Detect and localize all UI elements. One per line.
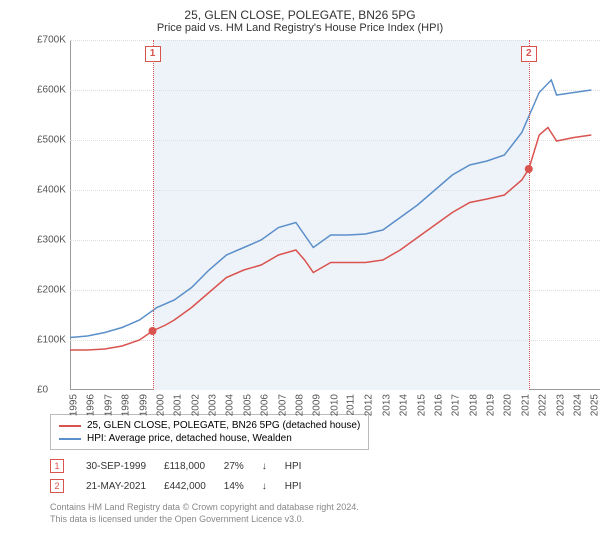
x-tick-label: 2008 — [294, 394, 305, 416]
x-tick-label: 2005 — [242, 394, 253, 416]
x-tick-label: 2019 — [485, 394, 496, 416]
chart-title: 25, GLEN CLOSE, POLEGATE, BN26 5PG — [12, 8, 588, 22]
x-tick-label: 1996 — [86, 394, 97, 416]
x-tick-label: 2007 — [277, 394, 288, 416]
event-marker-box: 1 — [145, 46, 161, 62]
event-date: 30-SEP-1999 — [86, 456, 164, 476]
event-arrow: ↓ — [262, 476, 285, 496]
x-tick-label: 2009 — [312, 394, 323, 416]
footer-line: Contains HM Land Registry data © Crown c… — [50, 502, 588, 514]
footer-text: Contains HM Land Registry data © Crown c… — [50, 502, 588, 525]
legend-label: 25, GLEN CLOSE, POLEGATE, BN26 5PG (deta… — [87, 420, 360, 431]
x-tick-label: 2015 — [416, 394, 427, 416]
x-tick-label: 1998 — [120, 394, 131, 416]
x-tick-label: 2010 — [329, 394, 340, 416]
x-tick-label: 2017 — [451, 394, 462, 416]
event-price: £118,000 — [164, 456, 224, 476]
legend-swatch — [59, 425, 81, 427]
x-tick-label: 2014 — [398, 394, 409, 416]
event-ref: HPI — [285, 456, 320, 476]
series-line — [70, 128, 591, 351]
event-pct: 27% — [224, 456, 262, 476]
event-arrow: ↓ — [262, 456, 285, 476]
x-tick-label: 2022 — [537, 394, 548, 416]
legend-label: HPI: Average price, detached house, Weal… — [87, 433, 292, 444]
x-tick-label: 2011 — [346, 394, 357, 416]
x-tick-label: 2013 — [381, 394, 392, 416]
event-pct: 14% — [224, 476, 262, 496]
chart-container: 25, GLEN CLOSE, POLEGATE, BN26 5PG Price… — [0, 0, 600, 560]
x-tick-label: 2018 — [468, 394, 479, 416]
event-ref: HPI — [285, 476, 320, 496]
x-tick-label: 2002 — [190, 394, 201, 416]
x-tick-label: 2012 — [364, 394, 375, 416]
legend-item: 25, GLEN CLOSE, POLEGATE, BN26 5PG (deta… — [59, 419, 360, 432]
x-tick-label: 2004 — [225, 394, 236, 416]
chart-svg — [40, 40, 600, 390]
x-tick-label: 2016 — [433, 394, 444, 416]
event-marker-icon: 1 — [50, 459, 64, 473]
event-marker-icon: 2 — [50, 479, 64, 493]
legend-item: HPI: Average price, detached house, Weal… — [59, 432, 360, 445]
event-row: 2 21-MAY-2021 £442,000 14% ↓ HPI — [50, 476, 319, 496]
footer-line: This data is licensed under the Open Gov… — [50, 514, 588, 526]
legend-swatch — [59, 438, 81, 440]
event-row: 1 30-SEP-1999 £118,000 27% ↓ HPI — [50, 456, 319, 476]
x-tick-label: 2023 — [555, 394, 566, 416]
x-tick-label: 2001 — [173, 394, 184, 416]
x-tick-label: 2003 — [207, 394, 218, 416]
event-date: 21-MAY-2021 — [86, 476, 164, 496]
x-tick-label: 2025 — [590, 394, 600, 416]
x-tick-label: 1999 — [138, 394, 149, 416]
x-tick-label: 2006 — [259, 394, 270, 416]
legend: 25, GLEN CLOSE, POLEGATE, BN26 5PG (deta… — [50, 414, 369, 450]
events-table: 1 30-SEP-1999 £118,000 27% ↓ HPI2 21-MAY… — [50, 456, 588, 496]
x-tick-label: 2000 — [155, 394, 166, 416]
x-tick-label: 2020 — [503, 394, 514, 416]
x-tick-label: 2024 — [572, 394, 583, 416]
plot-area: £0£100K£200K£300K£400K£500K£600K£700K 19… — [40, 40, 600, 410]
x-tick-label: 1995 — [68, 394, 79, 416]
x-tick-label: 2021 — [520, 394, 531, 416]
series-line — [70, 80, 591, 338]
x-tick-label: 1997 — [103, 394, 114, 416]
event-marker-box: 2 — [521, 46, 537, 62]
chart-subtitle: Price paid vs. HM Land Registry's House … — [12, 22, 588, 34]
event-price: £442,000 — [164, 476, 224, 496]
